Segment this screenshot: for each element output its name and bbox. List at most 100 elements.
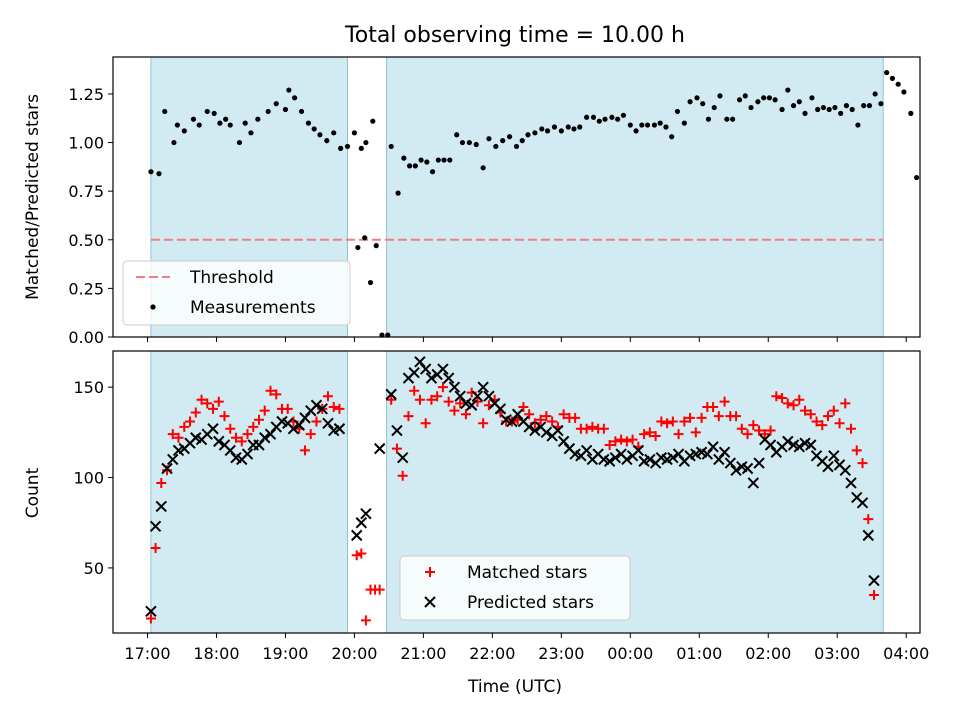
data-point-matched-stars bbox=[386, 394, 397, 405]
data-point-predicted-stars bbox=[782, 435, 794, 448]
data-point-measurements bbox=[711, 104, 717, 111]
data-point-matched-stars bbox=[581, 423, 592, 434]
data-point-predicted-stars bbox=[552, 424, 564, 437]
data-point-matched-stars bbox=[869, 590, 880, 601]
data-point-measurements bbox=[539, 126, 545, 132]
data-point-measurements bbox=[190, 116, 197, 122]
data-point-predicted-stars bbox=[149, 520, 162, 533]
data-point-measurements bbox=[156, 171, 162, 177]
data-point-matched-stars bbox=[460, 409, 471, 420]
plot-frame bbox=[112, 350, 921, 634]
data-point-measurements bbox=[849, 106, 855, 113]
chart-title: Total observing time = 10.00 h bbox=[344, 23, 685, 48]
data-point-predicted-stars bbox=[747, 477, 760, 489]
data-point-measurements bbox=[344, 143, 351, 150]
data-point-matched-stars bbox=[231, 432, 242, 443]
data-point-measurements bbox=[815, 106, 821, 113]
data-point-matched-stars bbox=[236, 436, 247, 447]
x-tick-label: 01:00 bbox=[676, 644, 722, 663]
data-point-measurements bbox=[424, 159, 430, 165]
data-point-matched-stars bbox=[253, 414, 264, 425]
data-point-measurements bbox=[544, 128, 551, 134]
data-point-matched-stars bbox=[800, 405, 811, 416]
data-point-matched-stars bbox=[374, 584, 385, 595]
legend-label: Threshold bbox=[189, 268, 274, 288]
data-point-matched-stars bbox=[409, 385, 420, 396]
data-point-measurements bbox=[196, 122, 202, 128]
data-point-measurements bbox=[480, 165, 486, 171]
data-point-matched-stars bbox=[719, 396, 730, 407]
data-point-measurements bbox=[651, 122, 658, 128]
data-point-measurements bbox=[855, 122, 861, 128]
data-point-predicted-stars bbox=[471, 390, 484, 402]
legend-box bbox=[122, 260, 351, 326]
x-tick-label: 00:00 bbox=[607, 644, 653, 663]
data-point-matched-stars bbox=[840, 398, 851, 409]
data-point-measurements bbox=[730, 116, 736, 122]
data-point-measurements bbox=[519, 138, 525, 144]
data-point-predicted-stars bbox=[333, 423, 346, 435]
data-point-measurements bbox=[174, 122, 180, 128]
data-point-matched-stars bbox=[420, 418, 431, 429]
legend-swatch bbox=[424, 596, 436, 608]
data-point-matched-stars bbox=[604, 440, 615, 450]
data-point-matched-stars bbox=[196, 394, 207, 405]
data-point-predicted-stars bbox=[609, 451, 622, 464]
data-point-matched-stars bbox=[823, 411, 834, 422]
data-point-measurements bbox=[162, 108, 168, 115]
data-point-measurements bbox=[826, 106, 832, 113]
data-point-matched-stars bbox=[759, 429, 770, 440]
data-point-measurements bbox=[577, 124, 583, 130]
data-point-predicted-stars bbox=[707, 441, 719, 453]
data-point-matched-stars bbox=[690, 427, 701, 438]
data-point-measurements bbox=[148, 169, 154, 175]
data-point-predicted-stars bbox=[322, 417, 334, 430]
data-point-matched-stars bbox=[828, 405, 839, 416]
data-point-matched-stars bbox=[518, 402, 529, 413]
data-point-matched-stars bbox=[259, 405, 270, 416]
data-point-predicted-stars bbox=[419, 363, 432, 375]
data-point-measurements bbox=[766, 95, 773, 101]
y-tick-label: 0.25 bbox=[68, 279, 104, 298]
data-point-predicted-stars bbox=[540, 426, 553, 439]
data-point-measurements bbox=[620, 112, 627, 118]
data-point-measurements bbox=[809, 95, 815, 101]
data-point-measurements bbox=[447, 157, 453, 163]
data-point-matched-stars bbox=[817, 420, 828, 431]
data-point-matched-stars bbox=[696, 412, 707, 423]
data-point-measurements bbox=[355, 244, 361, 251]
data-point-measurements bbox=[615, 116, 621, 122]
data-point-matched-stars bbox=[397, 470, 408, 481]
data-point-measurements bbox=[363, 139, 369, 146]
data-point-measurements bbox=[311, 126, 317, 132]
data-point-matched-stars bbox=[805, 409, 816, 420]
data-point-measurements bbox=[351, 130, 358, 136]
data-point-predicted-stars bbox=[483, 390, 495, 402]
data-point-predicted-stars bbox=[310, 399, 323, 411]
data-point-matched-stars bbox=[811, 416, 822, 427]
data-point-matched-stars bbox=[414, 394, 425, 405]
data-point-measurements bbox=[532, 130, 538, 136]
data-point-measurements bbox=[843, 103, 850, 109]
data-point-measurements bbox=[292, 95, 298, 101]
x-tick-label: 18:00 bbox=[193, 644, 239, 663]
data-point-measurements bbox=[657, 120, 663, 126]
data-point-matched-stars bbox=[794, 394, 805, 405]
data-point-measurements bbox=[584, 114, 590, 120]
data-point-predicted-stars bbox=[764, 439, 777, 451]
y-tick-label: 1.25 bbox=[68, 85, 104, 104]
data-point-measurements bbox=[901, 89, 907, 95]
data-point-predicted-stars bbox=[454, 390, 466, 402]
data-point-matched-stars bbox=[403, 411, 414, 422]
data-point-predicted-stars bbox=[241, 448, 254, 460]
data-point-matched-stars bbox=[455, 398, 466, 409]
data-point-matched-stars bbox=[685, 412, 696, 423]
data-point-measurements bbox=[242, 120, 248, 126]
data-point-predicted-stars bbox=[856, 497, 869, 509]
data-point-measurements bbox=[681, 120, 687, 126]
data-point-measurements bbox=[324, 138, 330, 144]
x-axis-label: Time (UTC) bbox=[467, 677, 562, 697]
x-tick-label: 23:00 bbox=[538, 644, 584, 663]
data-point-measurements bbox=[571, 126, 577, 132]
data-point-predicted-stars bbox=[316, 403, 328, 415]
